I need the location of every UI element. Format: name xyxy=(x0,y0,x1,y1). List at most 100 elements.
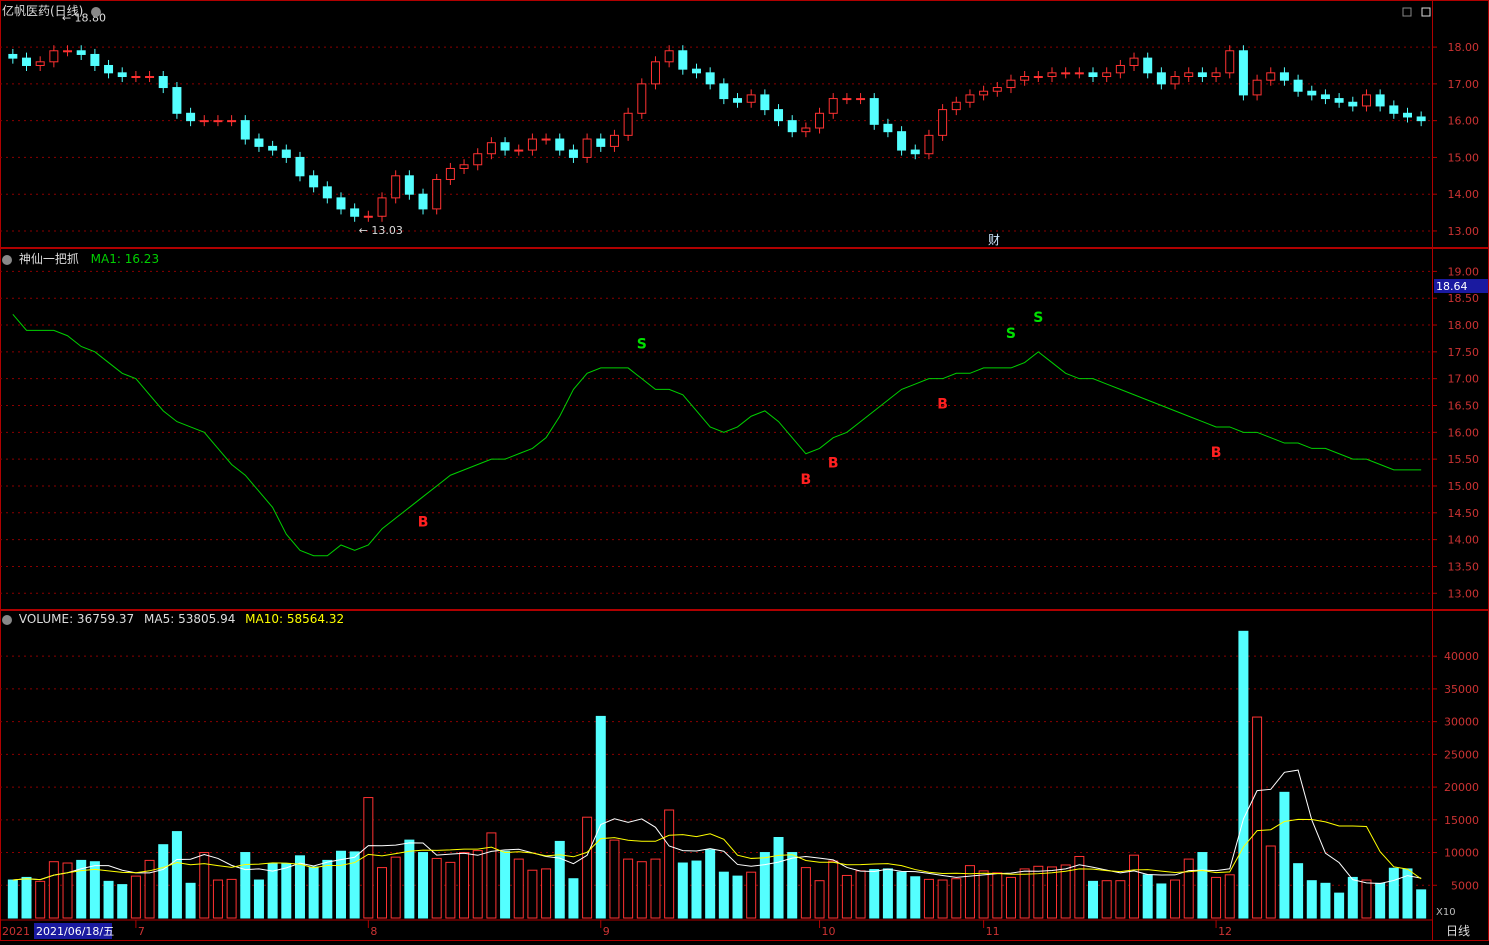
y-tick-label: 35000 xyxy=(1444,683,1479,696)
volume-bar xyxy=(732,875,743,919)
candle-body xyxy=(979,90,989,96)
volume-bar xyxy=(7,879,18,919)
candle-body xyxy=(951,101,961,111)
volume-bar xyxy=(1033,865,1044,919)
candle-body xyxy=(609,134,619,147)
ma1-label: MA1: 16.23 xyxy=(90,252,160,266)
candle-body xyxy=(637,83,647,114)
volume-bar xyxy=(62,862,73,919)
volume-bar xyxy=(1129,854,1140,919)
candle-body xyxy=(746,94,756,103)
candle-body xyxy=(1143,57,1153,74)
month-label: 10 xyxy=(822,925,836,938)
volume-bar xyxy=(363,797,374,919)
candle-body xyxy=(104,64,114,74)
volume-bar xyxy=(759,852,770,919)
candle-body xyxy=(760,94,770,111)
volume-bar xyxy=(1101,880,1112,919)
x10-label: X10 xyxy=(1436,907,1456,918)
volume-panel: 40000 35000 30000 25000 20000 15000 10000 5000 2… xyxy=(0,610,1489,941)
volume-bar xyxy=(103,880,114,919)
candle-body xyxy=(1033,76,1043,79)
candle-body xyxy=(869,98,879,125)
candle-body xyxy=(363,215,373,218)
indicator-title: 神仙一把抓 MA1: 16.23 xyxy=(2,250,159,267)
volume-bar xyxy=(431,857,442,919)
candle-body xyxy=(8,53,18,59)
volume-bar xyxy=(1252,716,1263,919)
candle-body xyxy=(650,61,660,85)
chevron-down-icon[interactable] xyxy=(2,254,12,265)
window-icon xyxy=(1421,7,1431,17)
y-tick-label: 18.00 xyxy=(1448,41,1480,54)
candle-body xyxy=(336,197,346,210)
y-tick-label: 20000 xyxy=(1444,781,1479,794)
candle-body xyxy=(309,175,319,188)
cursor-date-badge xyxy=(34,923,112,939)
candle-body xyxy=(418,193,428,210)
candle-body xyxy=(432,178,442,210)
candle-body xyxy=(145,76,155,79)
panel-border xyxy=(0,0,1489,248)
chevron-down-icon[interactable] xyxy=(91,6,102,17)
volume-bar xyxy=(855,870,866,919)
candle-body xyxy=(1211,72,1221,78)
candle-body xyxy=(856,98,866,101)
candle-body xyxy=(705,72,715,85)
y-tick-label: 40000 xyxy=(1444,650,1479,663)
candle-body xyxy=(1252,79,1262,96)
candle-body xyxy=(774,109,784,122)
volume-bar xyxy=(705,849,716,919)
volume-bar xyxy=(1224,874,1235,919)
candle-body xyxy=(815,112,825,129)
candle-body xyxy=(1047,72,1057,78)
candle-body xyxy=(1402,112,1412,118)
candle-body xyxy=(965,94,975,103)
volume-bar xyxy=(1183,858,1194,919)
candle-body xyxy=(1088,72,1098,78)
volume-bar xyxy=(910,876,921,919)
volume-bar xyxy=(322,859,333,919)
candle-body xyxy=(199,120,209,123)
volume-bar xyxy=(377,867,388,919)
price-low-label: ← 13.03 xyxy=(359,224,403,237)
diamond-icon xyxy=(1402,7,1412,17)
candle-body xyxy=(322,186,332,199)
volume-bar xyxy=(541,868,552,919)
signal-buy: B xyxy=(418,515,429,531)
volume-bar xyxy=(1197,852,1208,919)
candle-body xyxy=(568,149,578,158)
volume-bar xyxy=(117,884,128,919)
y-tick-label: 13.50 xyxy=(1448,560,1480,573)
volume-bar xyxy=(144,859,155,919)
volume-bar xyxy=(1115,880,1126,919)
candle-body xyxy=(90,53,100,66)
volume-bar xyxy=(486,832,497,919)
month-label: 12 xyxy=(1218,925,1232,938)
volume-bar xyxy=(664,809,675,919)
volume-bar xyxy=(1211,876,1222,919)
candle-body xyxy=(541,138,551,141)
volume-bar xyxy=(623,858,634,919)
y-tick-label: 17.00 xyxy=(1448,78,1480,91)
volume-bar xyxy=(787,852,798,919)
candle-body xyxy=(35,61,45,66)
candle-body xyxy=(63,50,73,53)
volume-bar xyxy=(1293,863,1304,919)
volume-bar xyxy=(199,852,210,919)
candle-body xyxy=(1389,105,1399,114)
volume-bar xyxy=(691,860,702,919)
candle-body xyxy=(486,142,496,155)
chevron-down-icon[interactable] xyxy=(2,614,12,625)
candle-body xyxy=(787,120,797,133)
volume-bar xyxy=(212,879,223,919)
volume-bar xyxy=(718,871,729,919)
volume-bar xyxy=(89,861,100,919)
month-label: 11 xyxy=(986,925,1000,938)
y-tick-label: 18.50 xyxy=(1448,292,1480,305)
volume-bar xyxy=(418,852,429,919)
candle-body xyxy=(117,72,127,78)
period-label: 日线 xyxy=(1446,924,1470,938)
candle-body xyxy=(1307,90,1317,96)
volume-bar xyxy=(472,850,483,919)
